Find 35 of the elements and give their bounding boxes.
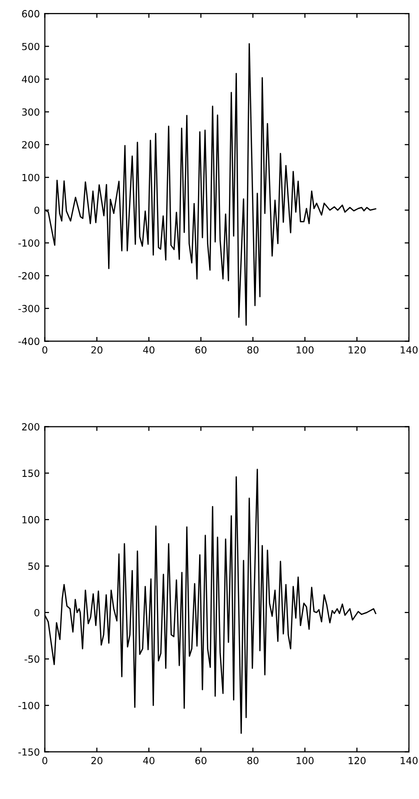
- y-tick-label: 0: [34, 206, 40, 214]
- x-tick-label: 140: [400, 346, 418, 354]
- x-tick-label: 20: [91, 756, 102, 764]
- x-tick-label: 100: [296, 346, 314, 354]
- x-tick-label: 20: [91, 346, 102, 354]
- y-tick-label: 100: [22, 516, 40, 524]
- x-tick-label: 40: [143, 346, 154, 354]
- x-tick-label: 80: [247, 346, 258, 354]
- y-tick-label: -100: [18, 239, 40, 247]
- y-tick-label: -100: [18, 702, 40, 710]
- x-tick-label: 60: [195, 346, 206, 354]
- x-tick-label: 100: [296, 756, 314, 764]
- x-tick-label: 0: [42, 756, 48, 764]
- y-tick-label: -200: [18, 272, 40, 280]
- y-tick-label: -400: [18, 338, 40, 346]
- x-tick-label: 0: [42, 346, 48, 354]
- y-tick-label: 400: [22, 76, 40, 83]
- y-tick-label: 150: [22, 470, 40, 477]
- y-tick-label: 200: [22, 423, 40, 430]
- y-tick-label: 600: [22, 10, 40, 18]
- y-tick-label: 50: [28, 562, 40, 570]
- x-tick-label: 60: [195, 756, 206, 764]
- y-tick-label: 0: [34, 608, 40, 616]
- x-tick-label: 120: [348, 346, 366, 354]
- x-tick-label: 140: [400, 756, 418, 764]
- x-tick-label: 120: [348, 756, 366, 764]
- y-tick-label: -300: [18, 304, 40, 312]
- y-tick-label: 200: [22, 141, 40, 148]
- y-tick-label: -50: [24, 655, 40, 663]
- y-tick-label: 500: [22, 42, 40, 50]
- x-tick-label: 80: [247, 756, 258, 764]
- y-tick-label: 300: [22, 108, 40, 116]
- y-tick-label: -150: [18, 748, 40, 756]
- x-tick-label: 40: [143, 756, 154, 764]
- y-tick-label: 100: [22, 174, 40, 182]
